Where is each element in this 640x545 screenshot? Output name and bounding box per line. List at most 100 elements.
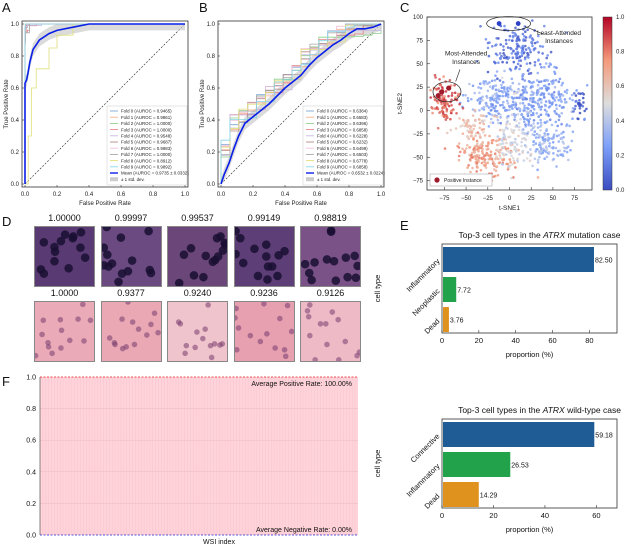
x-tick-label: −25 — [483, 196, 494, 202]
scatter-point — [508, 34, 512, 38]
scatter-point — [570, 139, 574, 143]
scatter-point — [478, 100, 482, 103]
x-tick-label: 60 — [548, 336, 556, 345]
x-tick-label: 0.4 — [281, 192, 290, 198]
scatter-point — [456, 94, 460, 98]
scatter-point — [493, 92, 497, 96]
bar-value-label: 14.29 — [480, 493, 498, 500]
scatter-point — [434, 98, 437, 102]
scatter-point — [470, 97, 473, 101]
scatter-point — [492, 175, 495, 178]
scatter-point — [444, 118, 448, 121]
fold-curve-9 — [220, 23, 381, 184]
scatter-point — [551, 137, 555, 140]
scatter-point — [559, 153, 562, 156]
scatter-point — [514, 34, 517, 37]
scatter-point — [528, 35, 532, 39]
legend-item: Fold 4 (AUROC = 0.6228) — [317, 134, 368, 139]
tile-score-label: 0.98819 — [314, 213, 347, 223]
scatter-point — [560, 137, 564, 140]
scatter-point — [545, 128, 548, 131]
scatter-point — [537, 90, 540, 93]
scatter-point — [554, 103, 558, 107]
category-label: Neoplastic — [410, 287, 441, 318]
scatter-point — [545, 120, 549, 123]
scatter-point — [508, 105, 512, 109]
scatter-point — [481, 95, 484, 99]
tile-score-label: 0.99997 — [114, 213, 148, 223]
scatter-point — [539, 93, 543, 97]
tile-score-label: 0.9240 — [183, 288, 212, 298]
scatter-point — [508, 135, 512, 139]
y-tick-label: 0.0 — [207, 182, 216, 188]
scatter-point — [585, 84, 589, 87]
scatter-point — [491, 103, 494, 106]
scatter-point — [480, 156, 484, 160]
x-axis-label: proportion (%) — [506, 525, 554, 534]
scatter-point — [534, 150, 537, 153]
x-tick-label: 0.8 — [345, 192, 354, 198]
scatter-point — [555, 134, 559, 138]
scatter-point — [499, 57, 502, 61]
scatter-point — [557, 118, 561, 122]
scatter-point — [493, 109, 497, 113]
scatter-point — [484, 38, 488, 41]
scatter-point — [514, 91, 517, 95]
scatter-point — [545, 86, 549, 89]
y-tick-label: 1.0 — [26, 375, 36, 382]
y-tick-label: −25 — [413, 132, 424, 138]
scatter-point — [524, 85, 528, 88]
scatter-point — [517, 82, 521, 86]
title-text: wild-type case — [565, 405, 621, 415]
scatter-point — [497, 97, 501, 101]
scatter-point — [528, 61, 532, 65]
scatter-point — [556, 154, 560, 158]
scatter-point — [510, 52, 514, 55]
attention-tiles: 1.00000 0.99997 0.99537 0.99149 0.98819 1.000… — [0, 205, 361, 370]
scatter-point — [470, 130, 474, 133]
scatter-point — [516, 45, 519, 48]
x-axis-label: WSI index — [203, 539, 235, 545]
legend-item: Fold 0 (AUROC = 0.6384) — [317, 109, 368, 114]
x-tick-label: 0.0 — [217, 192, 226, 198]
scatter-point — [487, 54, 491, 58]
scatter-point — [501, 60, 504, 64]
scatter-point — [517, 121, 521, 125]
scatter-point — [546, 133, 550, 136]
scatter-point — [497, 157, 500, 161]
scatter-point — [501, 128, 504, 132]
scatter-point — [536, 158, 540, 162]
scatter-point — [543, 149, 546, 152]
scatter-point — [527, 130, 530, 134]
scatter-point — [568, 97, 572, 100]
scatter-point — [478, 91, 481, 95]
scatter-point — [516, 52, 519, 56]
x-tick-label: 60 — [592, 511, 600, 520]
x-tick-label: 25 — [528, 196, 535, 202]
scatter-point — [528, 159, 532, 163]
scatter-point — [552, 157, 555, 161]
scatter-point — [516, 62, 520, 66]
scatter-point — [541, 52, 544, 55]
scatter-point — [491, 113, 494, 117]
scatter-point — [493, 97, 496, 100]
fold-curve-8 — [25, 23, 185, 185]
scatter-point — [491, 94, 495, 98]
title-text: mutation case — [565, 230, 621, 240]
scatter-point — [470, 134, 474, 138]
x-axis-label: False Positive Rate — [79, 201, 131, 207]
bar-neoplastic — [443, 277, 457, 302]
title-text: Top-3 cell types in the — [459, 230, 544, 240]
mutation-tile-image — [100, 226, 162, 287]
scatter-point — [537, 51, 540, 54]
scatter-point — [505, 141, 508, 145]
scatter-point — [553, 72, 557, 75]
scatter-point — [532, 119, 536, 122]
scatter-point — [519, 93, 523, 97]
scatter-point — [521, 88, 524, 92]
scatter-point — [495, 109, 499, 113]
tile-score-label: 1.00000 — [48, 213, 81, 223]
scatter-point — [506, 90, 510, 93]
scatter-point — [527, 107, 530, 110]
scatter-point — [525, 62, 529, 65]
